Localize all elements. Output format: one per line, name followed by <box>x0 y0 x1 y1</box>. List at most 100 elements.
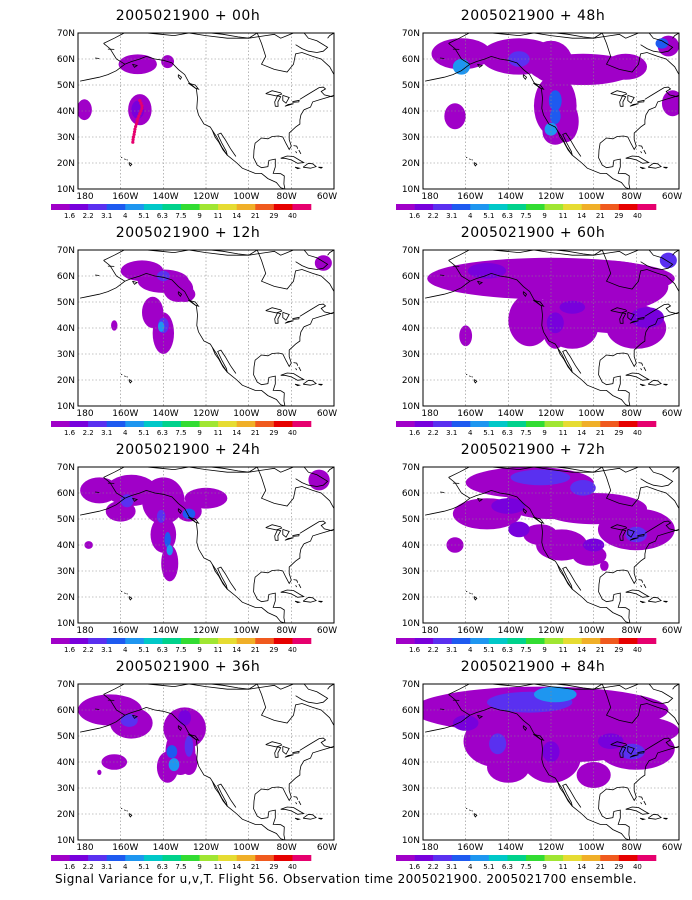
lon-tick-label: 80W <box>621 626 641 636</box>
variance-contour <box>600 560 609 571</box>
lat-tick-label: 70N <box>402 680 420 690</box>
colorbar-label: 4 <box>123 863 128 871</box>
colorbar-swatch <box>563 638 583 644</box>
variance-contour <box>120 494 134 508</box>
lon-tick-label: 160W <box>112 626 138 636</box>
map-panel: 2005021900 + 72h 70N 60N 50N 40N 30N 20N 10N 180… <box>383 442 683 658</box>
lon-tick-label: 60W <box>662 843 682 853</box>
lon-tick-label: 180 <box>421 192 438 202</box>
colorbar-swatch <box>600 204 620 210</box>
colorbar-swatch <box>162 421 182 427</box>
colorbar-label: 2.2 <box>428 429 439 437</box>
colorbar-label: 6.3 <box>502 863 513 871</box>
colorbar-swatch <box>470 204 490 210</box>
colorbar-label: 5.1 <box>138 212 149 220</box>
colorbar-label: 4 <box>468 429 473 437</box>
colorbar-label: 3.1 <box>446 429 457 437</box>
lat-tick-label: 30N <box>402 784 420 794</box>
lon-tick-label: 140W <box>498 409 524 419</box>
colorbar-swatch <box>507 421 527 427</box>
colorbar-label: 29 <box>269 212 278 220</box>
colorbar-label: 40 <box>633 212 642 220</box>
map-panel: 2005021900 + 12h 70N 60N 50N 40N 30N 20N 10N 180… <box>38 225 338 441</box>
colorbar-swatch <box>396 638 415 644</box>
colorbar-swatch <box>507 855 527 861</box>
colorbar-label: 5.1 <box>483 863 494 871</box>
lon-tick-label: 100W <box>233 409 259 419</box>
variance-contour <box>489 733 507 755</box>
colorbar-label: 6.3 <box>502 646 513 654</box>
lon-tick-label: 120W <box>538 192 564 202</box>
lat-tick-label: 70N <box>57 246 75 256</box>
coastlines <box>80 467 334 623</box>
colorbar-swatch <box>637 638 657 644</box>
colorbar-swatch <box>218 855 238 861</box>
plot-frame <box>422 466 680 624</box>
colorbar-swatch <box>526 855 545 861</box>
variance-contour <box>559 300 586 314</box>
lon-tick-label: 60W <box>662 409 682 419</box>
lat-tick-label: 30N <box>57 133 75 143</box>
lat-tick-label: 70N <box>57 680 75 690</box>
colorbar-label: 14 <box>577 212 586 220</box>
colorbar-label: 11 <box>559 212 568 220</box>
lat-tick-label: 10N <box>57 402 75 412</box>
lat-tick-label: 60N <box>402 272 420 282</box>
gridlines <box>423 33 679 189</box>
colorbar: 1.6 2.2 3.1 4 5.1 6.3 7.5 9 11 14 21 29 40 <box>51 638 312 654</box>
colorbar-swatch <box>451 421 471 427</box>
colorbar-swatch <box>88 421 108 427</box>
lon-tick-label: 60W <box>317 192 337 202</box>
lat-tick-label: 20N <box>402 159 420 169</box>
lat-tick-label: 10N <box>402 836 420 846</box>
colorbar-swatch <box>106 204 126 210</box>
colorbar-label: 40 <box>633 429 642 437</box>
map-panel: 2005021900 + 60h 70N 60N 50N 40N 30N 20N 10N 180… <box>383 225 683 441</box>
colorbar-label: 11 <box>214 863 223 871</box>
lon-tick-label: 180 <box>76 409 93 419</box>
colorbar-swatch <box>581 638 601 644</box>
variance-contour <box>570 480 596 496</box>
lon-tick-label: 160W <box>457 192 483 202</box>
variance-contour <box>88 699 132 716</box>
lon-tick-label: 160W <box>457 626 483 636</box>
colorbar-swatch <box>106 421 126 427</box>
colorbar-label: 9 <box>197 863 201 871</box>
plot-frame <box>422 683 680 841</box>
colorbar-label: 4 <box>468 646 473 654</box>
colorbar-label: 3.1 <box>101 863 112 871</box>
colorbar-swatch <box>88 638 108 644</box>
colorbar-swatch <box>125 421 145 427</box>
variance-contour <box>152 312 174 354</box>
colorbar-swatch <box>143 638 163 644</box>
gridlines <box>78 467 334 623</box>
panel-title: 2005021900 + 12h <box>115 225 261 241</box>
variance-contour <box>97 769 102 775</box>
lat-tick-label: 60N <box>57 706 75 716</box>
lat-tick-label: 10N <box>57 619 75 629</box>
gridlines <box>78 33 334 189</box>
colorbar-swatch <box>181 204 200 210</box>
colorbar-label: 1.6 <box>64 212 76 220</box>
variance-contour <box>549 108 561 124</box>
lat-tick-label: 40N <box>402 324 420 334</box>
lat-tick-label: 50N <box>57 732 75 742</box>
colorbar-swatch <box>396 421 415 427</box>
map-panel: 2005021900 + 24h 70N 60N 50N 40N 30N 20N 10N 180… <box>38 442 338 658</box>
colorbar-label: 7.5 <box>520 212 531 220</box>
colorbar-swatch <box>414 638 434 644</box>
colorbar-swatch <box>199 638 219 644</box>
variance-contour <box>508 521 530 538</box>
colorbar-label: 21 <box>251 646 260 654</box>
colorbar-label: 11 <box>214 212 223 220</box>
lat-tick-label: 30N <box>402 133 420 143</box>
colorbar-swatch <box>563 204 583 210</box>
colorbar-label: 9 <box>542 429 546 437</box>
lat-tick-label: 40N <box>402 758 420 768</box>
lon-tick-label: 100W <box>233 192 259 202</box>
colorbar-swatch <box>273 421 293 427</box>
lat-tick-label: 20N <box>402 593 420 603</box>
colorbar-label: 1.6 <box>409 212 421 220</box>
